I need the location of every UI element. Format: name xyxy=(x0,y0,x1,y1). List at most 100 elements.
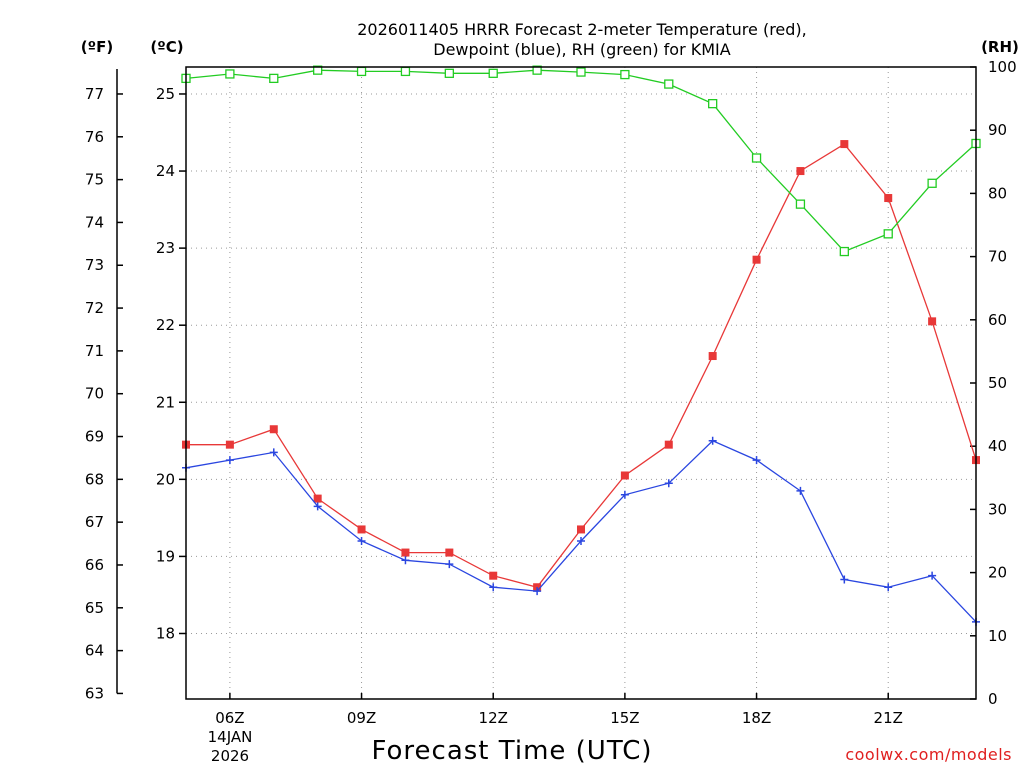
date-label-year: 2026 xyxy=(211,747,249,765)
rh-tick-label: 90 xyxy=(988,121,1007,139)
x-axis: 06Z 09Z 12Z 15Z 18Z 21Z xyxy=(215,693,903,727)
x-tick-label: 12Z xyxy=(479,709,508,727)
dewpoint-point xyxy=(533,587,542,596)
fahrenheit-tick-label: 68 xyxy=(85,470,104,488)
dewpoint-point xyxy=(313,502,322,511)
rh-point xyxy=(620,69,630,80)
chart-title-line2: Dewpoint (blue), RH (green) for KMIA xyxy=(433,40,731,59)
rh-point xyxy=(751,153,762,163)
rh-point xyxy=(356,66,367,77)
rh-point xyxy=(708,99,718,109)
dewpoint-point xyxy=(840,575,849,584)
fahrenheit-tick-label: 65 xyxy=(85,599,104,617)
rh-tick-label: 80 xyxy=(988,184,1007,202)
rh-tick-label: 100 xyxy=(988,58,1017,76)
fahrenheit-tick-label: 77 xyxy=(85,85,104,103)
fahrenheit-tick-label: 71 xyxy=(85,342,104,360)
dewpoint-point xyxy=(752,456,761,465)
rh-point xyxy=(313,65,323,75)
rh-point xyxy=(839,246,849,257)
fahrenheit-tick-label: 75 xyxy=(85,171,104,189)
rh-point xyxy=(225,69,235,79)
x-tick-label: 18Z xyxy=(742,709,771,727)
celsius-tick-label: 18 xyxy=(156,624,175,642)
rh-point xyxy=(400,66,411,77)
temperature-point xyxy=(445,548,454,557)
fahrenheit-tick-label: 70 xyxy=(85,385,104,403)
rh-tick-label: 60 xyxy=(988,311,1007,329)
fahrenheit-axis: 63 64 65 66 67 68 69 70 71 72 73 74 75 76 77 xyxy=(85,68,123,702)
dewpoint-point xyxy=(708,436,717,445)
dewpoint-point xyxy=(577,537,585,545)
x-tick-label: 06Z xyxy=(215,709,244,727)
rh-point xyxy=(269,73,279,84)
temperature-point xyxy=(357,525,366,534)
temperature-point xyxy=(796,167,805,176)
celsius-tick-label: 23 xyxy=(156,239,175,257)
celsius-tick-label: 24 xyxy=(156,162,175,180)
celsius-tick-label: 20 xyxy=(156,470,175,488)
temperature-point xyxy=(401,548,410,557)
fahrenheit-tick-label: 69 xyxy=(85,428,104,446)
x-axis-title: Forecast Time (UTC) xyxy=(371,736,652,766)
temperature-point xyxy=(928,317,937,326)
rh-tick-label: 40 xyxy=(988,437,1007,455)
temperature-point xyxy=(840,140,849,149)
rh-point xyxy=(664,79,674,89)
celsius-tick-label: 22 xyxy=(156,316,175,334)
temperature-point xyxy=(489,571,498,580)
credit-text: coolwx.com/models xyxy=(845,745,1012,764)
rh-point xyxy=(532,65,542,75)
celsius-axis: 18 19 20 21 22 23 24 25 xyxy=(156,85,186,642)
x-tick-label: 15Z xyxy=(610,709,639,727)
rh-point xyxy=(576,67,586,77)
temperature-point xyxy=(620,471,629,480)
celsius-axis-unit: (ºC) xyxy=(150,38,183,56)
rh-point xyxy=(444,68,454,78)
grid-layer xyxy=(186,67,976,699)
x-tick-label: 21Z xyxy=(874,709,903,727)
date-label-day: 14JAN xyxy=(208,728,253,746)
plot-frame xyxy=(185,66,977,700)
dewpoint-point xyxy=(489,583,498,592)
dewpoint-point xyxy=(225,456,234,465)
fahrenheit-tick-label: 64 xyxy=(85,642,104,660)
rh-point xyxy=(883,229,893,239)
dewpoint-point xyxy=(445,560,454,569)
rh-axis-unit: (RH) xyxy=(981,38,1019,56)
fahrenheit-tick-label: 74 xyxy=(85,213,104,231)
temperature-point xyxy=(664,440,673,449)
series-layer xyxy=(181,65,981,626)
fahrenheit-tick-label: 76 xyxy=(85,128,104,146)
chart-title-line1: 2026011405 HRRR Forecast 2-meter Tempera… xyxy=(357,20,807,39)
rh-tick-label: 70 xyxy=(988,248,1007,266)
fahrenheit-tick-label: 73 xyxy=(85,256,104,274)
temperature-point xyxy=(577,525,585,534)
fahrenheit-axis-unit: (ºF) xyxy=(81,38,113,56)
celsius-tick-label: 21 xyxy=(156,393,175,411)
temperature-point xyxy=(708,352,717,361)
rh-point xyxy=(927,178,937,188)
dewpoint-point xyxy=(884,583,893,592)
dewpoint-point xyxy=(664,479,673,488)
dewpoint-point xyxy=(928,571,937,580)
rh-tick-label: 0 xyxy=(988,690,998,708)
dewpoint-point xyxy=(269,448,278,457)
temperature-line xyxy=(186,143,977,588)
temperature-point xyxy=(225,440,234,449)
dewpoint-point xyxy=(357,537,366,545)
rh-tick-label: 20 xyxy=(988,564,1007,582)
rh-tick-label: 10 xyxy=(988,627,1007,645)
celsius-tick-label: 19 xyxy=(156,547,175,565)
x-tick-label: 09Z xyxy=(347,709,376,727)
dewpoint-point xyxy=(796,486,805,495)
temperature-point xyxy=(752,255,761,264)
celsius-tick-label: 25 xyxy=(156,85,175,103)
dewpoint-point xyxy=(620,490,629,499)
temperature-point xyxy=(884,194,893,203)
rh-point xyxy=(488,68,498,78)
dewpoint-point xyxy=(401,556,410,565)
temperature-point xyxy=(313,494,322,503)
fahrenheit-tick-label: 67 xyxy=(85,513,104,531)
